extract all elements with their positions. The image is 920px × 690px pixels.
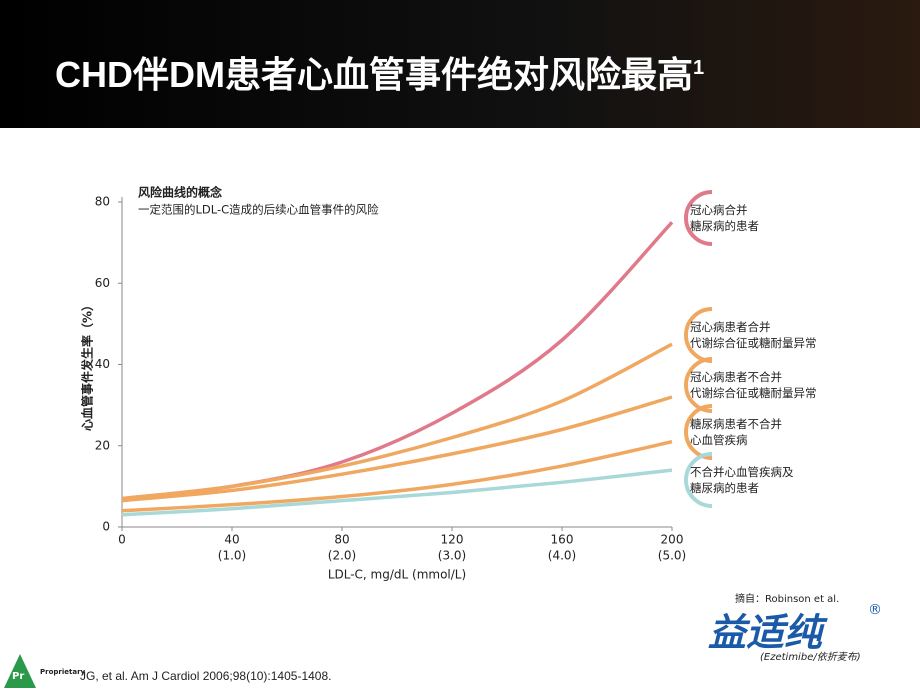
- logo-shape: [4, 654, 36, 688]
- series-line: [121, 342, 673, 501]
- series-line: [121, 439, 673, 513]
- series-line: [121, 221, 674, 501]
- x-tick-label: 120: [441, 533, 464, 547]
- x-tick-label: 200: [661, 533, 684, 547]
- y-tick-label: 0: [102, 520, 110, 534]
- x-tick-sublabel: (3.0): [438, 549, 466, 563]
- x-tick-label: 40: [224, 533, 239, 547]
- logo-sub: Proprietary: [40, 668, 86, 676]
- chart-subtitle: 一定范围的LDL-C造成的后续心血管事件的风险: [138, 203, 379, 217]
- y-axis-label: 心血管事件发生率（%）: [80, 299, 95, 431]
- y-tick-label: 80: [95, 195, 110, 209]
- x-tick-label: 0: [118, 533, 126, 547]
- x-tick-sublabel: (5.0): [658, 549, 686, 563]
- legend-entry: 冠心病合并 糖尿病的患者: [690, 203, 759, 233]
- title-sup: 1: [692, 57, 705, 79]
- legend-entry: 不合并心血管疾病及 糖尿病的患者: [690, 465, 794, 495]
- x-tick-sublabel: (2.0): [328, 549, 356, 563]
- logo: Pr: [12, 671, 24, 682]
- series-line: [121, 395, 673, 503]
- brand: 益适纯: [708, 611, 828, 655]
- legend-entry: 冠心病患者合并 代谢综合征或糖耐量异常: [690, 320, 817, 350]
- series-line: [121, 468, 673, 517]
- source: 摘自：Robinson et al.: [735, 592, 839, 605]
- brand-mark: ®: [868, 602, 882, 618]
- x-tick-label: 160: [551, 533, 574, 547]
- y-tick-label: 60: [95, 276, 110, 290]
- header-band: [0, 0, 920, 128]
- slide-title: CHD伴DM患者心血管事件绝对风险最高1: [55, 46, 704, 98]
- legend-bracket: [684, 307, 713, 363]
- x-tick-sublabel: (1.0): [218, 549, 246, 563]
- brand-sub: (Ezetimibe/依折麦布): [760, 651, 861, 663]
- citation: JG, et al. Am J Cardiol 2006;98(10):1405…: [80, 669, 331, 683]
- legend-bracket: [684, 190, 713, 246]
- x-tick-label: 80: [334, 533, 349, 547]
- legend-entry: 糖尿病患者不合并 心血管疾病: [690, 417, 782, 447]
- legend-entry: 冠心病患者不合并 代谢综合征或糖耐量异常: [690, 370, 817, 400]
- chart-title: 风险曲线的概念: [138, 185, 222, 200]
- x-axis-label: LDL-C, mg/dL (mmol/L): [328, 568, 466, 582]
- legend-bracket: [684, 452, 713, 508]
- y-tick-label: 40: [95, 357, 110, 371]
- title-text: CHD伴DM患者心血管事件绝对风险最高: [55, 54, 693, 95]
- x-tick-sublabel: (4.0): [548, 549, 576, 563]
- y-tick-label: 20: [95, 438, 110, 452]
